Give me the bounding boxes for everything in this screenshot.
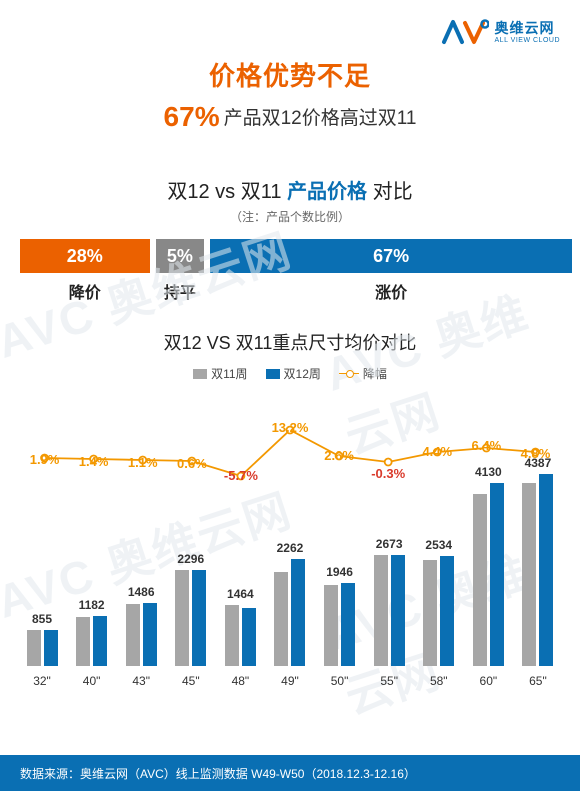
- segment-label: 降价: [20, 279, 150, 303]
- bar-value-label: 2534: [409, 538, 469, 552]
- x-label: 55": [367, 674, 411, 688]
- bar-w12: [341, 583, 355, 666]
- legend-s1: 双11周: [193, 365, 247, 382]
- pct-label: 6.4%: [472, 438, 502, 453]
- bar-group: 1486: [119, 603, 163, 666]
- footer: 数据来源：奥维云网（AVC）线上监测数据 W49-W50（2018.12.3-1…: [0, 755, 580, 791]
- section1-note: （注：产品个数比例）: [20, 208, 560, 225]
- segment: 5%: [156, 239, 205, 273]
- page-title: 价格优势不足: [20, 56, 560, 93]
- chart-legend: 双11周 双12周 降幅: [20, 365, 560, 382]
- x-label: 60": [466, 674, 510, 688]
- segment-labels: 降价持平涨价: [20, 279, 560, 303]
- bar-w11: [175, 570, 189, 666]
- x-axis-labels: 32" 40" 43" 45" 48" 49" 50" 55" 58" 60" 65": [20, 674, 560, 688]
- bar-w12: [440, 556, 454, 666]
- segment: 67%: [210, 239, 572, 273]
- bar-group: 1946: [318, 583, 362, 666]
- x-label: 45": [169, 674, 213, 688]
- bar-w11: [423, 560, 437, 666]
- bar-group: 855: [20, 630, 64, 666]
- bar-w11: [324, 585, 338, 666]
- bar-group: 1182: [70, 616, 114, 666]
- bar-w12: [44, 630, 58, 666]
- bar-w12: [93, 616, 107, 666]
- legend-s2: 双12周: [266, 365, 321, 382]
- bar-w12: [143, 603, 157, 666]
- segment-label: 涨价: [210, 279, 572, 303]
- bar-w12: [490, 483, 504, 666]
- x-label: 40": [70, 674, 114, 688]
- swatch-line: [339, 369, 359, 379]
- pct-label: 2.6%: [324, 448, 354, 463]
- swatch-s1: [193, 369, 207, 379]
- bar-w11: [274, 572, 288, 666]
- pct-label: 1.9%: [30, 452, 60, 467]
- bar-value-label: 4387: [508, 456, 568, 470]
- bars-layer: 8551182148622961464226219462673253441304…: [20, 466, 560, 666]
- bar-w11: [126, 604, 140, 666]
- bar-group: 2534: [417, 556, 461, 666]
- bar-group: 2673: [367, 555, 411, 666]
- segment: 28%: [20, 239, 150, 273]
- subtitle: 67%产品双12价格高过双11: [20, 101, 560, 133]
- pct-label: 4.4%: [422, 444, 452, 459]
- bar-value-label: 1464: [210, 587, 270, 601]
- bar-group: 2296: [169, 570, 213, 666]
- x-label: 43": [119, 674, 163, 688]
- bar-w12: [391, 555, 405, 666]
- bar-group: 2262: [268, 559, 312, 666]
- logo-text-cn: 奥维云网: [495, 21, 560, 35]
- section1-title: 双12 vs 双11 产品价格 对比: [20, 175, 560, 204]
- x-label: 58": [417, 674, 461, 688]
- legend-line: 降幅: [339, 365, 387, 382]
- subtitle-text: 产品双12价格高过双11: [224, 108, 417, 129]
- bar-w12: [539, 474, 553, 666]
- bar-group: 4387: [516, 474, 560, 666]
- segment-bar: 28%5%67%: [20, 239, 560, 273]
- logo-text-en: ALL VIEW CLOUD: [495, 37, 560, 44]
- logo: 奥维云网 ALL VIEW CLOUD: [441, 18, 560, 46]
- bar-value-label: 2296: [161, 552, 221, 566]
- bar-w11: [76, 617, 90, 666]
- footer-text: 数据来源：奥维云网（AVC）线上监测数据 W49-W50（2018.12.3-1…: [20, 765, 416, 782]
- pct-label: 13.2%: [272, 420, 309, 435]
- bar-w11: [473, 494, 487, 666]
- bar-value-label: 1946: [310, 565, 370, 579]
- bar-w11: [374, 555, 388, 666]
- bar-w12: [192, 570, 206, 666]
- segment-label: 持平: [156, 279, 205, 303]
- subtitle-pct: 67%: [164, 101, 220, 132]
- bar-value-label: 855: [12, 612, 72, 626]
- chart-title: 双12 VS 双11重点尺寸均价对比: [20, 329, 560, 355]
- bar-group: 1464: [218, 605, 262, 666]
- bar-value-label: 2262: [260, 541, 320, 555]
- bar-value-label: 1486: [111, 585, 171, 599]
- bar-w11: [225, 605, 239, 666]
- logo-mark: [441, 18, 489, 46]
- x-label: 32": [20, 674, 64, 688]
- bar-w12: [291, 559, 305, 666]
- x-label: 65": [516, 674, 560, 688]
- bar-w12: [242, 608, 256, 666]
- bar-w11: [27, 630, 41, 666]
- bar-w11: [522, 483, 536, 666]
- bar-group: 4130: [466, 483, 510, 666]
- swatch-s2: [266, 369, 280, 379]
- chart-area: 1.9%1.4%1.1%0.6%-5.7%13.2%2.6%-0.3%4.4%6…: [20, 388, 560, 688]
- logo-row: 奥维云网 ALL VIEW CLOUD: [20, 14, 560, 50]
- bar-value-label: 1182: [62, 598, 122, 612]
- x-label: 48": [218, 674, 262, 688]
- x-label: 49": [268, 674, 312, 688]
- x-label: 50": [318, 674, 362, 688]
